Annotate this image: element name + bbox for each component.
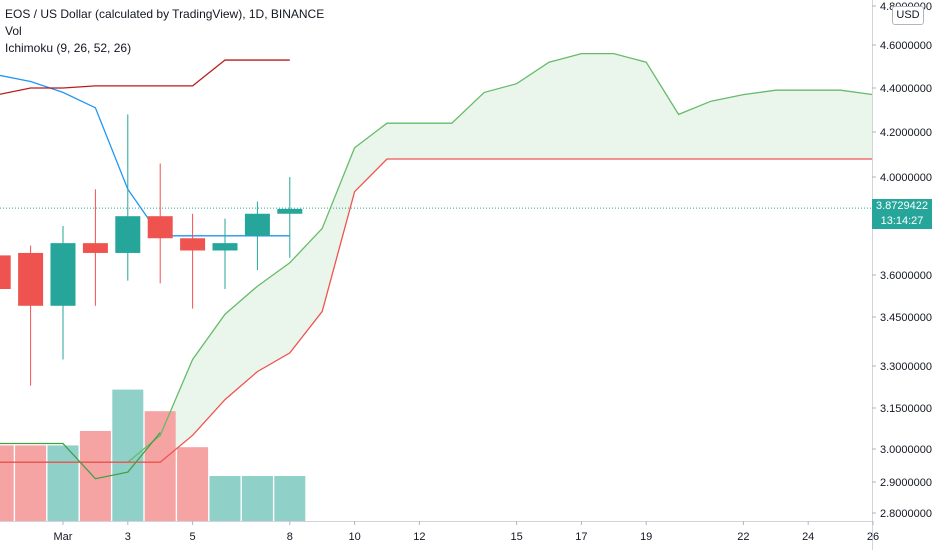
volume-bars xyxy=(0,389,306,521)
y-tick-label: 4.4000000 xyxy=(880,83,932,95)
candle-body xyxy=(82,243,108,253)
volume-indicator-label[interactable]: Vol xyxy=(5,24,22,38)
volume-bar xyxy=(177,447,209,521)
volume-bar xyxy=(274,476,306,521)
candle-body xyxy=(212,243,238,251)
y-tick-label: 4.0000000 xyxy=(880,172,932,184)
candle-body xyxy=(180,238,206,251)
candle-body xyxy=(147,216,173,239)
ichimoku-lines xyxy=(0,52,874,480)
candle-body xyxy=(244,213,270,236)
candle-body xyxy=(0,255,11,289)
x-tick-label: 3 xyxy=(125,531,131,543)
candle-body xyxy=(50,243,76,306)
volume-bar xyxy=(47,445,79,521)
y-tick-label: 3.0000000 xyxy=(880,444,932,456)
volume-bar xyxy=(144,411,176,521)
candles xyxy=(0,114,303,386)
conversion-line xyxy=(0,74,290,237)
x-tick-label: Mar xyxy=(54,531,73,543)
symbol-title[interactable]: EOS / US Dollar (calculated by TradingVi… xyxy=(5,7,325,21)
y-tick-label: 3.6000000 xyxy=(880,270,932,282)
volume-bar xyxy=(112,389,144,521)
last-price-label: 3.8729422 xyxy=(872,199,932,214)
x-tick-label: 15 xyxy=(510,531,522,543)
x-tick-label: 22 xyxy=(737,531,749,543)
countdown-label: 13:14:27 xyxy=(872,214,932,229)
y-tick-label: 3.3000000 xyxy=(880,361,932,373)
volume-bar xyxy=(209,476,241,521)
x-tick-label: 12 xyxy=(413,531,425,543)
x-tick-label: 5 xyxy=(190,531,196,543)
currency-badge[interactable]: USD xyxy=(892,6,924,25)
volume-bar xyxy=(15,445,47,521)
lagging-span xyxy=(0,432,161,480)
chart-legend: EOS / US Dollar (calculated by TradingVi… xyxy=(5,6,324,57)
y-tick-label: 4.2000000 xyxy=(880,127,932,139)
x-tick-label: 26 xyxy=(867,531,879,543)
ichimoku-cloud xyxy=(0,53,873,463)
y-tick-label: 2.9000000 xyxy=(880,477,932,489)
base-line xyxy=(0,59,290,95)
y-tick-label: 2.8000000 xyxy=(880,508,932,520)
price-axis xyxy=(872,0,932,550)
y-tick-label: 3.4500000 xyxy=(880,312,932,324)
candle-body xyxy=(115,216,141,253)
x-tick-label: 19 xyxy=(640,531,652,543)
y-tick-label: 4.6000000 xyxy=(880,40,932,52)
volume-bar xyxy=(241,476,273,521)
leading-span-b xyxy=(0,158,873,463)
y-tick-label: 3.1500000 xyxy=(880,403,932,415)
cloud-fill xyxy=(0,53,873,463)
x-tick-label: 24 xyxy=(802,531,814,543)
ichimoku-indicator-label[interactable]: Ichimoku (9, 26, 52, 26) xyxy=(5,41,132,55)
candle-body xyxy=(18,252,44,306)
x-tick-label: 8 xyxy=(287,531,293,543)
x-tick-label: 17 xyxy=(575,531,587,543)
candle-body xyxy=(277,208,303,214)
x-tick-label: 10 xyxy=(348,531,360,543)
leading-span-a xyxy=(0,52,874,463)
volume-bar xyxy=(0,445,14,521)
